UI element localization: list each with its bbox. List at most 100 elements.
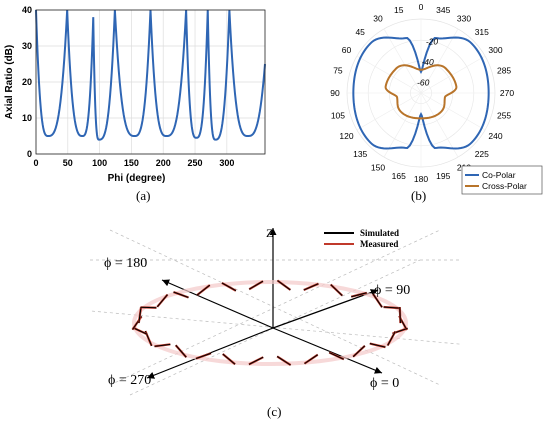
y-tick-label: 40 [22,5,32,15]
polar-pattern-svg: 0153045607590105120135150165180195210225… [330,2,543,195]
phi90-label: ϕ = 90 [374,283,410,298]
x-tick-label: 300 [219,158,234,168]
angle-tick-label: 195 [436,171,450,181]
legend-box [461,165,543,195]
x-tick-label: 200 [156,158,171,168]
x-tick-label: 100 [92,158,107,168]
angle-tick-label: 150 [371,162,385,172]
polar-grid-spoke [383,92,422,158]
polar-grid-spoke [356,92,422,131]
x-tick-label: 50 [63,158,73,168]
polar-grid-spoke [420,92,459,158]
polar-grid-spoke [383,28,422,94]
dashed-guide-line [129,259,421,396]
simulated-vector [276,356,291,366]
legend-entry: Co-Polar [482,170,516,180]
polar-grid-spoke [356,55,422,94]
simulated-vector [138,307,142,324]
axial-ratio-chart: 0 50 100 150 200 250 300 0 10 20 30 40 Phi (degree) A… [0,0,275,185]
phi0-label: ϕ = 0 [370,376,399,391]
panel-label-a: (a) [136,188,151,203]
angle-tick-label: 165 [392,171,406,181]
polar-grid-spoke [420,28,459,94]
angle-tick-label: 45 [355,27,365,37]
panel-label-c: (c) [267,404,282,419]
dashed-guide-line [109,229,441,386]
co-polar-series-line [352,36,490,150]
measured-halo [132,280,408,366]
angle-tick-label: 285 [497,66,511,76]
legend-entry: Simulated [360,228,399,238]
angle-tick-label: 300 [488,45,502,55]
simulated-vector [175,344,187,358]
y-tick-label: 10 [22,113,32,123]
angle-tick-label: 345 [436,5,450,15]
polar-pattern-chart: 0153045607590105120135150165180195210225… [280,0,550,200]
axial-ratio-svg: 0 50 100 150 200 250 300 0 10 20 30 40 Phi (degree) A… [4,5,266,184]
y-tick-label: 30 [22,41,32,51]
x-tick-label: 250 [188,158,203,168]
simulated-vector [369,343,386,348]
simulated-vector [352,345,366,358]
phi90-axis-arrow [272,289,379,329]
x-tick-label: 0 [33,158,38,168]
dashed-guide-line [79,309,471,346]
simulated-vector [248,280,264,290]
legend-entry: Cross-Polar [482,181,527,191]
simulated-vector [173,291,189,298]
angle-tick-label: 60 [342,45,352,55]
simulated-vector [329,352,344,360]
z-axis-label: Z [266,226,273,240]
angle-tick-label: 240 [488,131,502,141]
simulated-vector [383,306,400,309]
angle-tick-label: 255 [497,110,511,120]
phi270-label: ϕ = 270 [108,373,151,388]
plot-frame [35,9,266,155]
simulated-vector [351,292,367,298]
simulated-vector [277,280,291,291]
angle-tick-label: 225 [475,149,489,159]
panel-label-b: (b) [411,188,427,203]
simulated-vector [221,282,237,292]
angle-tick-label: 135 [353,149,367,159]
angle-tick-label: 0 [419,2,424,12]
angle-tick-label: 90 [330,88,340,98]
radial-tick-label: -60 [417,78,430,88]
axial-ratio-series-line [35,9,266,141]
x-axis-label: Phi (degree) [108,173,166,184]
angle-tick-label: 15 [394,5,404,15]
angle-tick-label: 315 [475,27,489,37]
phi0-axis-arrow [272,327,383,374]
simulated-vector [303,283,319,291]
simulated-vector [222,353,236,365]
angle-tick-label: 180 [414,174,428,184]
simulated-vector [304,354,319,365]
simulated-vector [196,284,211,296]
y-axis-label: Axial Ratio (dB) [4,45,15,119]
angle-tick-label: 75 [333,66,343,76]
polar-grid-spoke [420,55,486,94]
simulated-vector [387,331,396,346]
simulated-vector [399,307,401,324]
phi180-axis-arrow [161,279,274,329]
vector-field-svg: Zϕ = 0 ϕ = 90 ϕ = 180 ϕ = 270 SimulatedMeasu… [79,226,471,396]
simulated-vector [248,356,264,365]
y-tick-label: 0 [27,149,32,159]
polar-grid-spoke [420,92,486,131]
simulated-vector [154,343,171,347]
radial-tick-label: -20 [426,36,439,46]
radial-tick-label: -40 [421,57,434,67]
simulated-vector [372,293,383,308]
angle-tick-label: 105 [331,110,345,120]
angle-tick-label: 270 [500,88,514,98]
legend-entry: Measured [360,239,398,249]
x-tick-label: 150 [124,158,139,168]
simulated-vector [330,284,343,296]
cross-polar-series-line [384,64,458,120]
angle-tick-label: 30 [373,14,383,24]
angle-tick-label: 330 [457,14,471,24]
simulated-vector [195,352,212,360]
simulated-vector [156,294,168,308]
phi180-label: ϕ = 180 [104,256,147,271]
